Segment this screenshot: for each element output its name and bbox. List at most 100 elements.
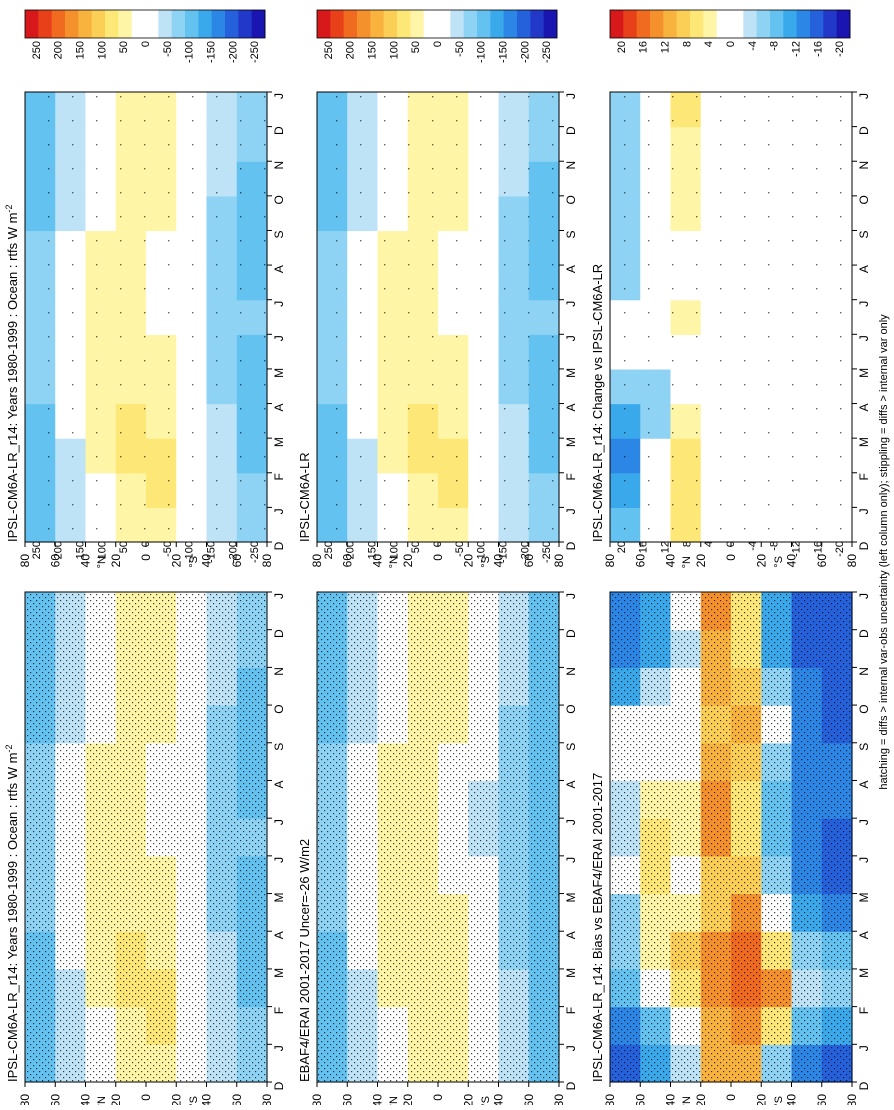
colorbar-swatch: [823, 10, 838, 38]
panel-title-superscript: -2: [4, 745, 14, 753]
colorbar-tick-label: 100: [96, 41, 108, 59]
month-tick-label: M: [564, 368, 578, 378]
colorbar-tick-label: -150: [205, 41, 217, 63]
colorbar-tick-label: 12: [660, 541, 672, 553]
lat-tick-label: 80: [260, 1094, 274, 1105]
month-tick-label: D: [272, 1081, 286, 1090]
lat-tick-label: 20: [401, 1094, 415, 1105]
lat-tick-label: 60: [230, 554, 244, 568]
colorbar-swatch: [397, 10, 411, 38]
lat-tick-label: 40: [664, 1094, 678, 1105]
lat-tick-label: 40: [664, 554, 678, 568]
colorbar-tick-label: 20: [616, 541, 628, 553]
colorbar-tick-label: 150: [367, 41, 379, 59]
hemisphere-label-n: °N: [388, 556, 400, 568]
month-tick-label: J: [272, 301, 286, 307]
month-tick-label: S: [564, 743, 578, 751]
lat-tick-label: 20: [754, 1094, 768, 1105]
month-tick-label: S: [272, 743, 286, 751]
colorbar-tick-label: 150: [75, 541, 87, 559]
month-tick-label: J: [564, 819, 578, 825]
month-tick-label: N: [272, 161, 286, 170]
hemisphere-label-s: °S: [188, 556, 200, 568]
colorbar-tick-label: -250: [249, 541, 261, 563]
stipple-overlay: [610, 592, 852, 1082]
month-tick-label: F: [272, 473, 286, 480]
colorbar-swatch: [383, 10, 398, 38]
colorbar-swatch: [131, 10, 146, 38]
month-tick-label: A: [857, 931, 871, 939]
month-tick-label: S: [857, 230, 871, 238]
colorbar-tick-label: -100: [184, 41, 196, 63]
month-tick-label: M: [857, 368, 871, 378]
lat-tick-label: 60: [522, 554, 536, 568]
hemisphere-label-n: °N: [96, 556, 108, 568]
colorbar-tick-label: -200: [227, 41, 239, 63]
colorbar-swatch: [716, 10, 731, 38]
hemisphere-label-s: °S: [773, 1096, 785, 1105]
month-tick-label: N: [564, 667, 578, 676]
colorbar-swatch: [330, 10, 345, 38]
panel-title: IPSL-CM6A-LR_r14: Years 1980-1999 : Ocea…: [4, 205, 20, 543]
colorbar-tick-label: -150: [497, 541, 509, 563]
colorbar-tick-label: 20: [616, 41, 628, 53]
month-tick-label: J: [857, 819, 871, 825]
colorbar-tick-label: 100: [96, 541, 108, 559]
month-tick-label: D: [272, 629, 286, 638]
colorbar-tick-label: -50: [162, 41, 174, 57]
hemisphere-label-n: °N: [388, 1096, 400, 1105]
stipple-overlay: [317, 592, 559, 1082]
month-tick-label: N: [857, 161, 871, 170]
colorbar-swatch: [370, 10, 385, 38]
hemisphere-label-n: °N: [681, 1096, 693, 1105]
panel-title: IPSL-CM6A-LR_r14: Change vs IPSL-CM6A-LR: [590, 264, 605, 542]
month-tick-label: F: [564, 473, 578, 480]
lat-tick-label: 80: [310, 554, 324, 568]
lat-tick-label: 40: [79, 554, 93, 568]
lat-tick-label: 20: [169, 1094, 183, 1105]
month-tick-label: J: [857, 301, 871, 307]
month-tick-label: J: [564, 93, 578, 99]
colorbar-tick-label: 4: [703, 541, 715, 547]
stipple-overlay: [25, 592, 267, 1082]
colorbar-swatch: [238, 10, 253, 38]
lat-tick-label: 60: [48, 554, 62, 568]
lat-tick-label: 20: [754, 554, 768, 568]
month-tick-label: O: [564, 704, 578, 713]
stipple-overlay: [25, 92, 267, 542]
panel-p1: D J F M A M J J A S O N D J 80 60 40 20 0 20 40 60 80 °N °S IPSL-…: [4, 509, 286, 1108]
colorbar-swatch: [437, 10, 451, 38]
colorbar-frame: [24, 9, 266, 39]
month-tick-label: D: [857, 126, 871, 135]
month-tick-label: M: [564, 893, 578, 903]
colorbar-swatch: [477, 10, 491, 38]
lat-tick-label: 60: [340, 1094, 354, 1105]
colorbar-swatch: [703, 10, 718, 38]
colorbar-tick-label: -50: [162, 541, 174, 557]
lat-tick-label: 80: [603, 1094, 617, 1105]
lat-tick-label: 60: [230, 1094, 244, 1105]
colorbar-swatch: [783, 10, 798, 38]
colorbar-swatch: [343, 10, 358, 38]
month-tick-label: J: [272, 593, 286, 599]
colorbar-tick-label: -20: [834, 541, 846, 557]
colorbar-tick-label: 0: [725, 41, 737, 47]
month-tick-label: A: [857, 265, 871, 273]
stipple-overlay: [610, 92, 852, 542]
colorbar-tick-label: -100: [476, 541, 488, 563]
lat-tick-label: 80: [18, 1094, 32, 1105]
month-tick-label: S: [857, 743, 871, 751]
month-tick-label: J: [857, 593, 871, 599]
colorbar-tick-label: 200: [345, 41, 357, 59]
month-tick-label: N: [857, 667, 871, 676]
lat-tick-label: 0: [139, 554, 153, 561]
month-tick-label: J: [564, 857, 578, 863]
month-tick-label: A: [857, 780, 871, 788]
panel-title: IPSL-CM6A-LR_r14: Bias vs EBAF4/ERAI 200…: [590, 773, 605, 1082]
month-tick-label: M: [272, 968, 286, 978]
colorbar-swatch: [543, 10, 558, 38]
month-tick-label: D: [272, 541, 286, 550]
month-tick-label: F: [857, 473, 871, 480]
panel-title: IPSL-CM6A-LR: [297, 452, 312, 542]
